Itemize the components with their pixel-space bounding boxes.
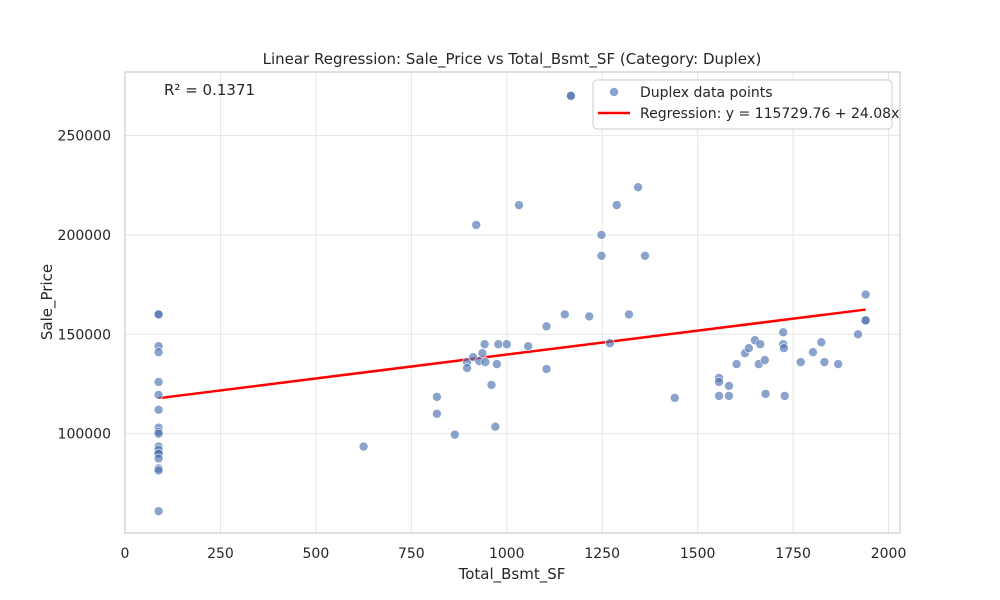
data-point: [153, 309, 164, 320]
data-point: [584, 311, 595, 322]
data-point: [432, 408, 442, 419]
data-point: [596, 251, 607, 261]
r-squared-annotation: R² = 0.1371: [164, 81, 255, 99]
y-tick-label: 250000: [58, 129, 111, 145]
data-point: [724, 391, 734, 401]
plot-frame: [124, 71, 901, 534]
data-point: [731, 359, 742, 369]
data-point: [501, 339, 512, 350]
data-point: [450, 429, 460, 440]
regression-line: [158, 308, 866, 400]
legend-label-regression: Regression: y = 115729.76 + 24.08x: [640, 106, 899, 122]
y-tick-label: 200000: [58, 228, 111, 244]
data-point: [779, 391, 790, 401]
legend-box: [592, 79, 893, 130]
x-axis-label: Total_Bsmt_SF: [458, 565, 566, 584]
regression-layer: [158, 308, 866, 400]
y-axis-label: Sale_Price: [38, 264, 57, 340]
data-point: [605, 338, 615, 349]
data-point: [624, 309, 634, 320]
data-point: [462, 363, 472, 373]
data-point: [490, 421, 501, 432]
data-point: [633, 182, 643, 193]
data-point: [860, 315, 871, 326]
data-point: [493, 339, 504, 350]
data-point: [492, 359, 502, 369]
data-point: [724, 381, 734, 391]
data-point: [153, 347, 164, 357]
data-point: [860, 289, 871, 300]
data-point: [560, 309, 570, 320]
data-point: [432, 392, 442, 402]
data-point: [779, 343, 789, 354]
x-axis-ticks: 0 250 500 750 1000 1250 1500 1750 2000: [121, 546, 907, 562]
data-point: [819, 357, 830, 367]
x-tick-label: 500: [303, 546, 330, 562]
data-point: [153, 506, 164, 516]
data-point: [669, 393, 680, 403]
data-point: [153, 405, 164, 415]
data-point: [596, 230, 607, 240]
data-point: [795, 357, 806, 367]
chart-title: Linear Regression: Sale_Price vs Total_B…: [263, 50, 762, 69]
data-point: [477, 348, 488, 358]
data-point: [833, 359, 843, 369]
data-point: [153, 453, 164, 464]
x-tick-label: 750: [398, 546, 425, 562]
data-point: [153, 465, 164, 476]
data-point: [853, 329, 863, 340]
x-tick-label: 1750: [775, 546, 811, 562]
data-point: [816, 337, 827, 348]
legend-marker-points: [609, 87, 619, 97]
data-point: [486, 380, 497, 390]
y-tick-label: 100000: [58, 427, 111, 443]
data-point: [611, 200, 622, 210]
data-point: [358, 441, 369, 452]
data-point: [480, 357, 491, 367]
data-point: [566, 91, 576, 101]
data-point: [760, 355, 770, 365]
data-point: [714, 377, 724, 387]
y-tick-label: 150000: [58, 327, 111, 343]
data-point: [640, 251, 650, 261]
data-point: [541, 364, 552, 374]
data-point: [153, 390, 164, 400]
y-axis-ticks: 100000 150000 200000 250000: [58, 129, 111, 443]
data-point: [808, 347, 818, 357]
x-tick-label: 2000: [871, 546, 907, 562]
data-point: [744, 343, 754, 354]
scatter-points: [153, 91, 871, 516]
x-tick-label: 1250: [584, 546, 620, 562]
data-point: [153, 428, 164, 439]
data-point: [514, 200, 524, 210]
data-point: [755, 339, 766, 350]
data-point: [541, 321, 552, 332]
grid-lines: [124, 72, 900, 533]
data-point: [153, 377, 164, 387]
data-point: [479, 339, 490, 350]
x-tick-label: 1500: [680, 546, 716, 562]
data-point: [523, 341, 533, 352]
data-point: [471, 220, 482, 230]
data-point: [778, 327, 788, 338]
legend-label-points: Duplex data points: [640, 85, 773, 101]
x-tick-label: 0: [121, 546, 130, 562]
legend: Duplex data points Regression: y = 11572…: [592, 79, 899, 130]
x-tick-label: 1000: [489, 546, 525, 562]
x-tick-label: 250: [207, 546, 234, 562]
data-point: [760, 389, 771, 399]
data-point: [714, 391, 724, 401]
